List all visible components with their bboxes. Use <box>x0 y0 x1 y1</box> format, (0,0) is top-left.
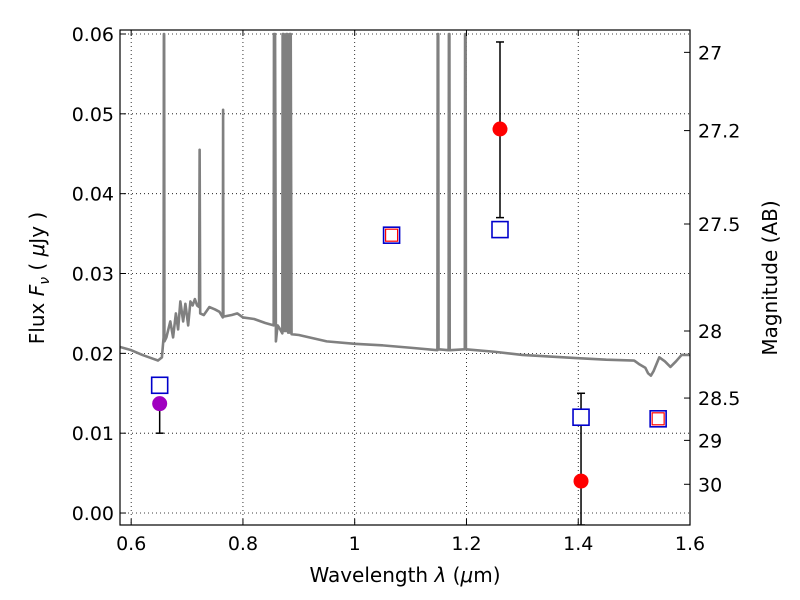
x-axis-label-unit: m) <box>473 563 500 587</box>
y-tick-label: 0.02 <box>72 343 114 365</box>
x-tick-label: 1.4 <box>563 533 593 555</box>
photometry-square <box>572 408 590 427</box>
y2-tick-label: 27.2 <box>698 121 740 143</box>
y-tick-label: 0.04 <box>72 184 114 206</box>
x-axis-label-open: ( <box>446 563 460 587</box>
plot-frame <box>119 29 691 526</box>
y2-tick-label: 29 <box>698 430 722 452</box>
y2-tick-label: 27 <box>698 42 722 64</box>
x-axis-label-mu: μ <box>459 563 473 587</box>
photometry-square <box>150 376 169 395</box>
x-axis-label-lambda: λ <box>433 563 446 587</box>
x-tick-label: 1.6 <box>675 533 705 555</box>
x-tick-label: 0.6 <box>116 533 146 555</box>
y2-tick-label: 28.5 <box>698 388 740 410</box>
square-1.26 <box>491 220 509 239</box>
y-axis-label-open: ( <box>25 256 49 277</box>
y-axis-label-text: Flux <box>25 296 49 344</box>
x-axis-label-text: Wavelength <box>309 563 434 587</box>
spectrum-line <box>120 32 690 377</box>
photometry-square-inner <box>384 228 399 242</box>
square-1.065 <box>382 226 401 244</box>
circle-layer <box>152 121 589 489</box>
y2-tick-label: 27.5 <box>698 214 740 236</box>
photometry-square <box>382 226 401 244</box>
y-axis-label-nu: ν <box>37 277 53 285</box>
y2-axis-label: Magnitude (AB) <box>758 200 782 355</box>
x-tick-label: 1.2 <box>451 533 481 555</box>
photometry-square <box>491 220 509 239</box>
circle-1.26 <box>492 121 508 137</box>
y-tick-label: 0.00 <box>72 503 114 525</box>
square-layer <box>150 220 667 428</box>
y-tick-label: 0.03 <box>72 264 114 286</box>
y-axis-label-mu: μ <box>25 244 49 258</box>
square-1.405 <box>572 408 590 427</box>
y-axis-label: Flux Fν ( μJy ) <box>25 212 53 344</box>
y-axis-label-unit: Jy ) <box>25 212 49 246</box>
circle-1.405 <box>573 473 589 489</box>
square-0.65 <box>150 376 169 395</box>
square-1.54 <box>649 410 667 428</box>
plot-area <box>120 30 690 525</box>
y2-tick-label: 30 <box>698 474 722 496</box>
tick-labels: 0.6 0.8 1 1.2 1.4 1.6 0.00 0.01 0.02 0.03 0.04 0.05… <box>72 24 741 555</box>
x-axis-label: Wavelength λ (μm) <box>309 563 500 587</box>
y-tick-label: 0.05 <box>72 104 114 126</box>
photometry-square <box>649 410 667 428</box>
circle-0.65 <box>152 396 168 412</box>
x-tick-label: 0.8 <box>228 533 258 555</box>
y-axis-label-f: F <box>25 284 49 296</box>
spectrum-layer <box>120 32 690 377</box>
y-tick-label: 0.01 <box>72 423 114 445</box>
grid <box>120 30 691 525</box>
photometry-square-inner <box>651 412 665 426</box>
x-tick-label: 1 <box>349 533 361 555</box>
y2-tick-label: 28 <box>698 321 722 343</box>
ticks <box>120 30 691 525</box>
y-tick-label: 0.06 <box>72 24 114 46</box>
